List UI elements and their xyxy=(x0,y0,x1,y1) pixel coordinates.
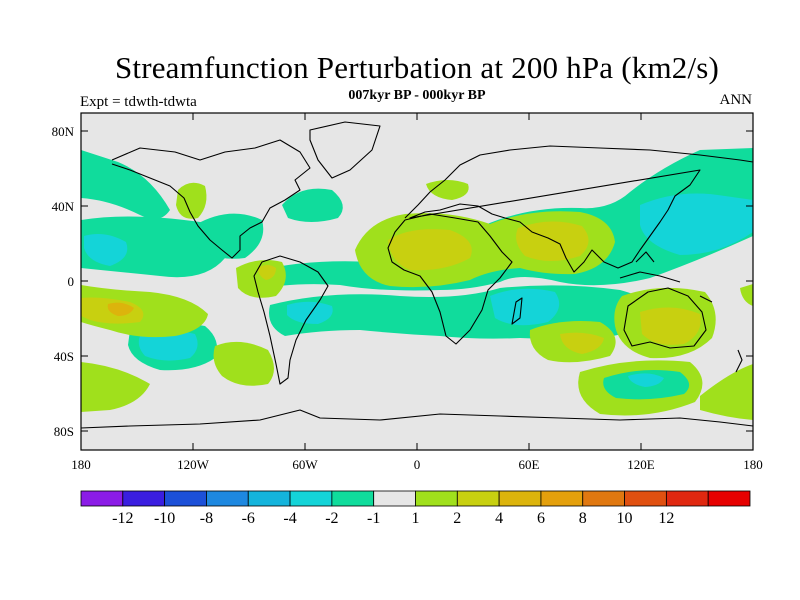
colorbar-label: -10 xyxy=(154,510,175,527)
region-pacific-west-pos3 xyxy=(107,302,134,316)
colorbar-swatch xyxy=(373,490,416,507)
plot-title: Streamfunction Perturbation at 200 hPa (… xyxy=(114,50,720,85)
region-caribbean-pos2 xyxy=(258,265,276,280)
region-tasman-pos xyxy=(700,364,753,420)
colorbar-swatch xyxy=(289,490,333,507)
colorbar-label: 8 xyxy=(579,510,587,527)
colorbar-label: 4 xyxy=(495,510,503,527)
colorbar-label: -2 xyxy=(325,510,338,527)
region-africa-pos2 xyxy=(388,229,472,271)
coastline-madagascar xyxy=(511,297,523,325)
region-ne-pacific-pos xyxy=(176,182,207,219)
lat-tick-label: 40S xyxy=(54,349,74,364)
coastlines xyxy=(81,121,753,429)
region-south-atlantic-core xyxy=(287,301,333,324)
colorbar-label: -12 xyxy=(112,510,133,527)
colorbar-swatch xyxy=(582,490,625,507)
axis-ticks xyxy=(81,113,753,450)
coastline-maritime xyxy=(619,251,713,303)
coastline-antarctica xyxy=(81,409,753,429)
region-mexico-neg xyxy=(195,213,264,259)
colorbar-label: -6 xyxy=(242,510,255,527)
colorbar-swatch xyxy=(498,490,542,507)
region-australia-pos2 xyxy=(640,307,701,345)
coastline-greenland xyxy=(309,121,381,179)
coastline-new-zealand xyxy=(735,349,743,373)
lon-tick-label: 180 xyxy=(71,457,91,472)
region-caribbean-pos xyxy=(236,260,286,298)
coastline-europe-asia xyxy=(404,145,753,273)
region-s-indian-neg-core2 xyxy=(628,373,664,387)
colorbar: -12 -10 -8 -6 -4 -2 -1 1 2 4 6 8 10 12 xyxy=(80,490,751,527)
region-madagascar-pos2 xyxy=(560,332,604,354)
coastline-south-america xyxy=(253,255,329,385)
coastline-africa xyxy=(387,213,513,345)
region-n-atlantic-neg xyxy=(282,188,343,222)
colorbar-label: -4 xyxy=(283,510,296,527)
lon-tick-label: 0 xyxy=(414,457,421,472)
period-label: 007kyr BP - 000kyr BP xyxy=(348,88,486,103)
region-india-pos2 xyxy=(516,221,589,261)
map-panel: 80N 40N 0 40S 80S 180 120W 60W 0 60E 120… xyxy=(52,112,763,472)
lat-tick-label: 80N xyxy=(52,124,75,139)
colorbar-swatch xyxy=(331,490,375,507)
colorbar-swatch xyxy=(456,490,500,507)
coastline-australia xyxy=(623,287,707,349)
lon-tick-label: 180 xyxy=(743,457,763,472)
lat-tick-label: 40N xyxy=(52,199,75,214)
colorbar-swatch xyxy=(80,490,124,507)
lat-tick-label: 80S xyxy=(54,424,74,439)
lon-tick-label: 120E xyxy=(627,457,655,472)
colorbar-label: -1 xyxy=(367,510,380,527)
colorbar-swatch xyxy=(415,490,458,507)
region-pacific-east-pos xyxy=(740,284,753,306)
coastline-north-america xyxy=(111,139,311,259)
colorbar-swatch xyxy=(164,490,207,507)
region-chile-pos xyxy=(213,341,274,386)
colorbar-swatch xyxy=(247,490,291,507)
lon-tick-label: 60E xyxy=(519,457,540,472)
region-south-indian-core xyxy=(490,288,560,326)
season-label: ANN xyxy=(719,92,753,108)
region-north-pacific-core xyxy=(84,234,128,266)
colorbar-label: 1 xyxy=(412,510,420,527)
region-south-pacific-core xyxy=(138,330,198,361)
colorbar-swatch xyxy=(707,490,751,507)
colorbar-label: 10 xyxy=(617,510,633,527)
colorbar-label: 6 xyxy=(537,510,545,527)
experiment-label: Expt = tdwth-tdwta xyxy=(80,94,197,110)
region-tropical-band-neg xyxy=(240,148,753,291)
lon-tick-label: 120W xyxy=(177,457,210,472)
region-pacific-west-pos xyxy=(81,285,208,338)
region-south-pacific-pos xyxy=(81,362,150,412)
colorbar-swatch xyxy=(624,490,667,507)
colorbar-swatch xyxy=(206,490,249,507)
region-europe-pos xyxy=(426,180,469,200)
colorbar-swatch xyxy=(540,490,584,507)
lon-tick-label: 60W xyxy=(292,457,318,472)
colorbar-label: 2 xyxy=(453,510,461,527)
colorbar-swatch xyxy=(665,490,709,507)
contour-fill-regions xyxy=(81,148,753,420)
lat-tick-label: 0 xyxy=(68,274,75,289)
colorbar-swatch xyxy=(122,490,166,507)
colorbar-label: -8 xyxy=(200,510,213,527)
region-arctic-pacific-neg xyxy=(81,150,170,219)
colorbar-label: 12 xyxy=(658,510,674,527)
